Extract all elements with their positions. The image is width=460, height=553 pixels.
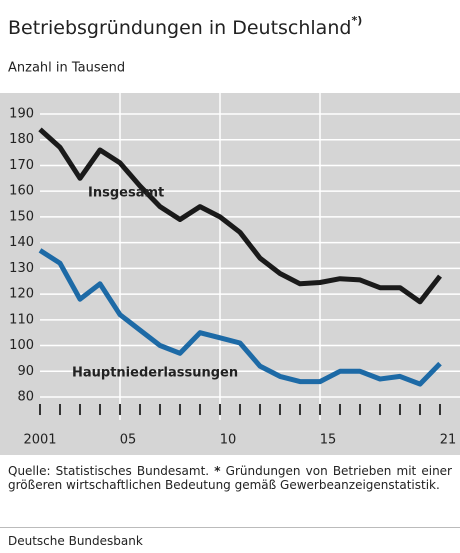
series-line — [38, 248, 442, 387]
footnote-marker: * — [214, 464, 221, 478]
source: Quelle: Statistisches Bundesamt. — [8, 464, 210, 478]
y-tick-label: 120 — [9, 287, 34, 302]
plot-background — [0, 93, 460, 455]
y-tick-label: 90 — [17, 364, 34, 379]
x-tick-label: 2001 — [23, 433, 56, 448]
x-tick-label: 15 — [320, 433, 337, 448]
y-tick-label: 190 — [9, 107, 34, 122]
x-tick-label: 10 — [220, 433, 237, 448]
footnote-text: Gründungen von Betrieben mit einer größe… — [8, 464, 452, 492]
y-tick-label: 180 — [9, 132, 34, 147]
y-tick-label: 160 — [9, 184, 34, 199]
publisher: Deutsche Bundesbank — [8, 534, 143, 548]
y-tick-label: 130 — [9, 261, 34, 276]
chart-subtitle: Anzahl in Tausend — [8, 61, 125, 76]
chart-title: Betriebsgründungen in Deutschland*) — [8, 14, 362, 39]
footnote: Quelle: Statistisches Bundesamt. * Gründ… — [8, 464, 452, 492]
y-tick-label: 100 — [9, 338, 34, 353]
series-label: Insgesamt — [88, 186, 164, 201]
chart: Betriebsgründungen in Deutschland*) Anza… — [0, 14, 460, 455]
y-tick-label: 150 — [9, 209, 34, 224]
separator — [0, 527, 460, 528]
y-tick-label: 80 — [17, 390, 34, 405]
y-tick-label: 170 — [9, 158, 34, 173]
title-text: Betriebsgründungen in Deutschland — [8, 17, 351, 39]
series-line — [38, 127, 442, 305]
y-tick-label: 140 — [9, 235, 34, 250]
x-tick-label: 21 — [440, 433, 457, 448]
y-tick-label: 110 — [9, 312, 34, 327]
series-label: Hauptniederlassungen — [72, 366, 238, 381]
title-note: *) — [351, 14, 362, 27]
x-tick-label: 05 — [120, 433, 137, 448]
